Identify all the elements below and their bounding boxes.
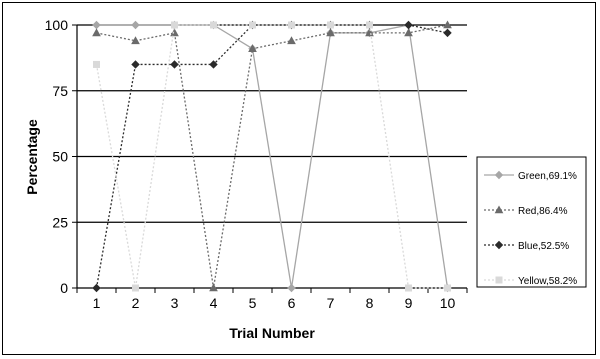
y-axis-ticks: 0 25 50 75 100 xyxy=(45,17,77,296)
x-tick-label: 7 xyxy=(327,295,335,311)
data-point xyxy=(92,20,101,30)
legend-item: Blue,52.5% xyxy=(484,240,569,252)
legend-swatch-marker xyxy=(494,240,504,250)
series-line xyxy=(95,24,448,289)
legend-item: Green,69.1% xyxy=(484,170,577,182)
data-point xyxy=(443,28,452,38)
data-point xyxy=(131,36,140,45)
series-line xyxy=(95,24,448,289)
y-tick-label: 25 xyxy=(52,214,68,230)
series-layer xyxy=(92,20,452,293)
x-tick-label: 8 xyxy=(366,295,374,311)
y-tick-label: 0 xyxy=(60,280,68,296)
gridlines xyxy=(77,24,467,223)
data-point xyxy=(327,21,334,29)
data-point xyxy=(288,21,295,29)
data-point xyxy=(287,36,296,45)
x-tick-label: 2 xyxy=(132,295,140,311)
x-tick-label: 9 xyxy=(405,295,413,311)
x-axis-title: Trial Number xyxy=(229,325,315,341)
legend-swatch-marker xyxy=(494,205,504,214)
data-point xyxy=(92,28,101,37)
data-point xyxy=(170,60,179,69)
legend-label: Red,86.4% xyxy=(518,206,568,217)
data-point xyxy=(93,60,100,68)
x-tick-label: 10 xyxy=(440,295,456,311)
data-point xyxy=(248,44,257,52)
data-point xyxy=(249,21,256,29)
x-tick-label: 6 xyxy=(288,295,296,311)
data-point xyxy=(131,20,140,30)
data-point xyxy=(443,20,452,29)
data-point xyxy=(287,283,296,293)
legend-label: Green,69.1% xyxy=(518,171,577,182)
x-tick-label: 4 xyxy=(210,295,218,311)
legend-swatch-marker xyxy=(495,276,503,284)
data-point xyxy=(366,21,373,29)
data-point xyxy=(405,284,412,292)
data-point xyxy=(132,284,139,292)
x-tick-label: 3 xyxy=(171,295,179,311)
y-tick-label: 50 xyxy=(52,149,68,165)
data-point xyxy=(209,60,218,69)
data-point xyxy=(171,21,178,29)
x-tick-label: 5 xyxy=(249,295,257,311)
data-point xyxy=(404,28,413,37)
data-point xyxy=(170,28,179,37)
legend: Green,69.1% Red,86.4% Blue,52.5% Yellow,58.… xyxy=(476,156,587,288)
data-point xyxy=(210,21,217,29)
legend-label: Yellow,58.2% xyxy=(518,276,577,287)
data-point xyxy=(209,283,218,292)
data-point xyxy=(92,283,101,293)
x-tick-label: 1 xyxy=(93,295,101,311)
data-point xyxy=(326,28,335,37)
y-tick-label: 100 xyxy=(45,17,69,33)
x-axis-ticks: 1 2 3 4 5 6 7 8 9 10 xyxy=(76,288,468,311)
legend-item: Yellow,58.2% xyxy=(484,276,577,287)
data-point xyxy=(444,284,451,292)
legend-box xyxy=(476,156,587,288)
data-point xyxy=(404,20,413,30)
series-2 xyxy=(92,20,452,292)
y-tick-label: 75 xyxy=(52,83,68,99)
y-axis-title: Percentage xyxy=(24,119,40,195)
series-line xyxy=(96,24,449,289)
data-point xyxy=(131,60,140,69)
legend-item: Red,86.4% xyxy=(484,205,568,217)
legend-label: Blue,52.5% xyxy=(518,241,569,252)
series-line xyxy=(96,24,448,289)
series-4 xyxy=(93,21,451,292)
legend-swatch-marker xyxy=(494,170,504,180)
